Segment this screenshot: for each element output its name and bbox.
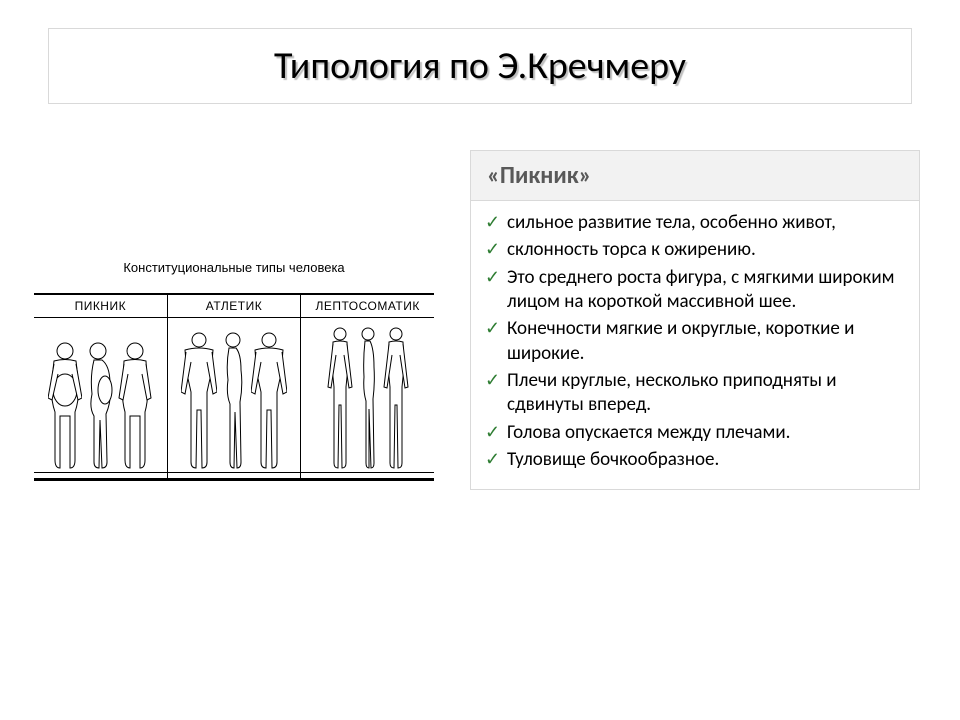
rule-line xyxy=(301,473,434,479)
rule-line xyxy=(168,473,301,479)
list-item: Конечности мягкие и округлые, короткие и… xyxy=(507,317,903,366)
body-side-icon xyxy=(221,330,247,470)
description-card: «Пикник» сильное развитие тела, особенно… xyxy=(470,150,920,490)
type-label: АТЛЕТИК xyxy=(168,295,301,318)
body-side-icon xyxy=(86,340,114,470)
bullet-list: сильное развитие тела, особенно живот, с… xyxy=(507,211,903,472)
type-label: ПИКНИК xyxy=(34,295,167,318)
list-item: склонность торса к ожирению. xyxy=(507,238,903,262)
body-back-icon xyxy=(118,340,152,470)
card-heading: «Пикник» xyxy=(471,151,919,201)
list-item: Голова опускается между плечами. xyxy=(507,421,903,445)
body-types-figure: Конституциональные типы человека ПИКНИК xyxy=(34,260,434,481)
list-item: Это среднего роста фигура, с мягкими шир… xyxy=(507,266,903,315)
rule-line xyxy=(34,473,167,479)
body-front-icon xyxy=(326,325,354,470)
type-illustration xyxy=(168,318,301,473)
body-front-icon xyxy=(181,330,217,470)
body-side-icon xyxy=(358,325,378,470)
body-back-icon xyxy=(382,325,410,470)
figure-caption: Конституциональные типы человека xyxy=(34,260,434,275)
page-title: Типология по Э.Кречмеру xyxy=(69,43,891,89)
type-label: ЛЕПТОСОМАТИК xyxy=(301,295,434,318)
list-item: Туловище бочкообразное. xyxy=(507,448,903,472)
type-illustration xyxy=(301,318,434,473)
type-column-pyknic: ПИКНИК xyxy=(34,295,167,479)
body-back-icon xyxy=(251,330,287,470)
card-body: сильное развитие тела, особенно живот, с… xyxy=(471,201,919,489)
type-column-leptosomatic: ЛЕПТОСОМАТИК xyxy=(300,295,434,479)
list-item: Плечи круглые, несколько приподняты и сд… xyxy=(507,369,903,418)
list-item: сильное развитие тела, особенно живот, xyxy=(507,211,903,235)
title-panel: Типология по Э.Кречмеру xyxy=(48,28,912,104)
types-row: ПИКНИК xyxy=(34,293,434,481)
type-illustration xyxy=(34,318,167,473)
type-column-athletic: АТЛЕТИК xyxy=(167,295,301,479)
body-front-icon xyxy=(48,340,82,470)
